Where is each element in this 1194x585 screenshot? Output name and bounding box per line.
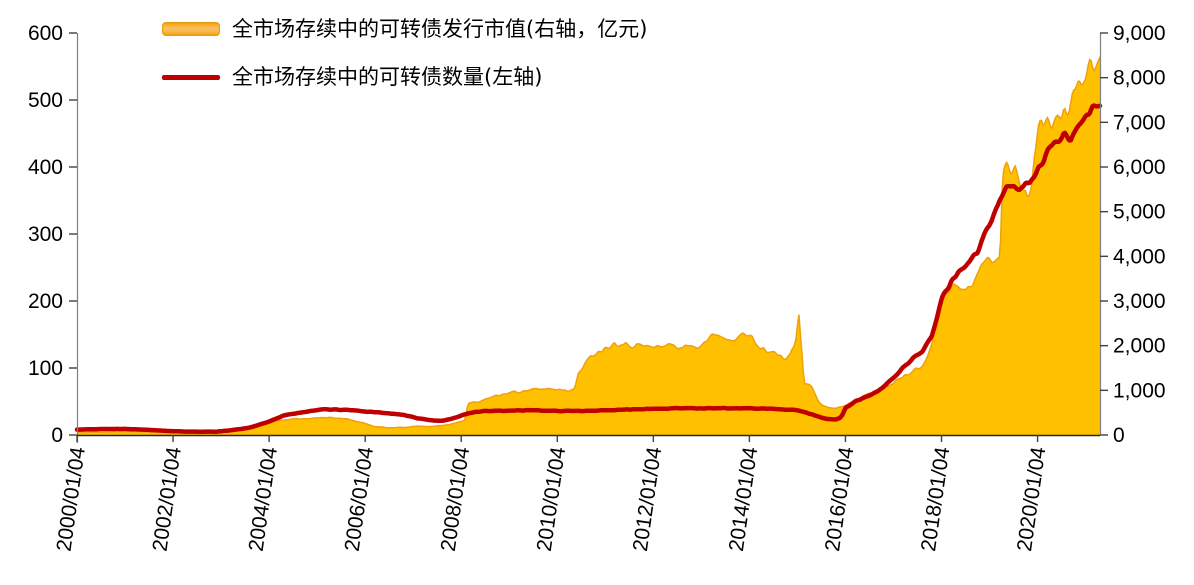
left-axis-tick-label: 500 [28,89,63,112]
left-axis-tick-label: 400 [28,156,63,179]
right-axis-tick-label: 7,000 [1113,111,1166,134]
x-axis-tick-label: 2008/01/04 [437,445,474,553]
area-series-fill [77,56,1100,436]
right-axis-tick-label: 3,000 [1113,290,1166,313]
x-axis-tick-label: 2002/01/04 [149,445,186,553]
right-axis-tick-label: 0 [1113,424,1125,447]
right-axis-tick-label: 2,000 [1113,335,1166,358]
x-axis-tick-label: 2010/01/04 [533,445,570,553]
x-axis-tick-label: 2014/01/04 [725,445,762,553]
x-axis-tick-label: 2000/01/04 [53,445,90,553]
legend-item-market-value: 全市场存续中的可转债发行市值(右轴，亿元) [162,16,647,42]
right-axis-tick-label: 9,000 [1113,22,1166,45]
x-axis-tick-label: 2012/01/04 [629,445,666,553]
line-series [74,103,1103,434]
left-axis-tick-label: 100 [28,357,63,380]
legend-label-market-value: 全市场存续中的可转债发行市值(右轴，亿元) [232,17,648,41]
right-axis-tick-label: 5,000 [1113,201,1166,224]
x-axis-tick-label: 2016/01/04 [821,445,858,553]
x-axis-tick-label: 2020/01/04 [1013,445,1050,553]
legend-item-bond-count: 全市场存续中的可转债数量(左轴) [162,64,542,90]
right-axis-tick-label: 6,000 [1113,156,1166,179]
x-axis-tick-label: 2018/01/04 [917,445,954,553]
line-series-swatch [162,74,220,80]
legend-label-bond-count: 全市场存续中的可转债数量(左轴) [232,65,543,89]
left-axis-tick-label: 300 [28,223,63,246]
right-axis-tick-label: 8,000 [1113,67,1166,90]
left-axis-tick-label: 0 [51,424,63,447]
x-axis-tick-label: 2006/01/04 [341,445,378,553]
area-series-swatch [162,22,220,36]
x-axis-tick-label: 2004/01/04 [245,445,282,553]
left-axis-tick-label: 200 [28,290,63,313]
right-axis-tick-label: 4,000 [1113,245,1166,268]
right-axis-tick-label: 1,000 [1113,379,1166,402]
left-axis-tick-label: 600 [28,22,63,45]
